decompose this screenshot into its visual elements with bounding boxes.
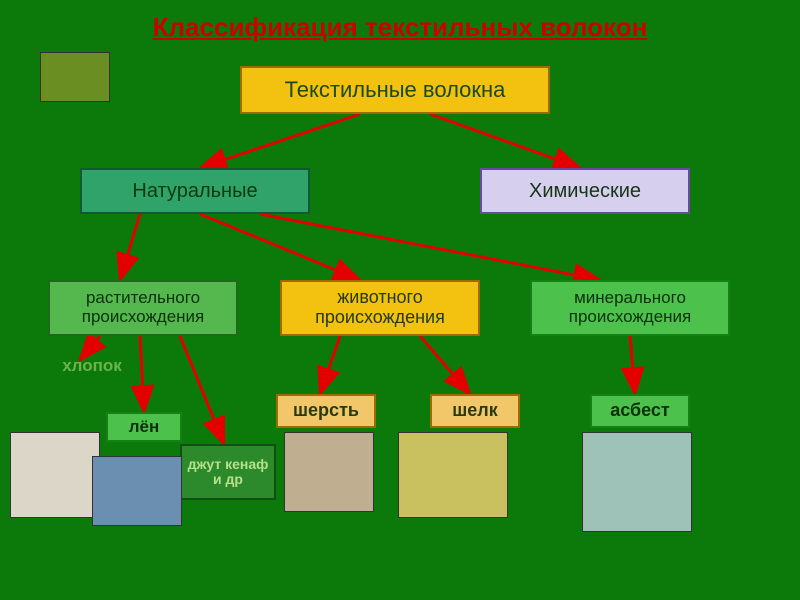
node-silk: шелк — [430, 394, 520, 428]
node-natural: Натуральные — [80, 168, 310, 214]
node-flax: лён — [106, 412, 182, 442]
sheep-photo — [284, 432, 374, 512]
arrow — [420, 336, 470, 394]
node-chemical: Химические — [480, 168, 690, 214]
arrow — [180, 336, 224, 444]
node-cotton: хлопок — [52, 346, 132, 386]
arrow — [260, 214, 600, 280]
node-wool: шерсть — [276, 394, 376, 428]
node-asbestos: асбест — [590, 394, 690, 428]
arrow — [200, 214, 360, 280]
arrow — [120, 214, 140, 280]
diagram-title: Классификация текстильных волокон — [0, 12, 800, 43]
cotton-photo — [10, 432, 100, 518]
arrow — [630, 336, 635, 394]
arrow — [140, 336, 144, 412]
asbestos-photo — [582, 432, 692, 532]
node-animal: животного происхождения — [280, 280, 480, 336]
node-jute: джут кенаф и др — [180, 444, 276, 500]
silk-photo — [398, 432, 508, 518]
node-mineral: минерального происхождения — [530, 280, 730, 336]
arrow — [430, 114, 580, 168]
book-icon — [40, 52, 110, 102]
flax-photo — [92, 456, 182, 526]
node-root: Текстильные волокна — [240, 66, 550, 114]
node-plant: растительного происхождения — [48, 280, 238, 336]
arrow — [320, 336, 340, 394]
arrow — [200, 114, 360, 168]
